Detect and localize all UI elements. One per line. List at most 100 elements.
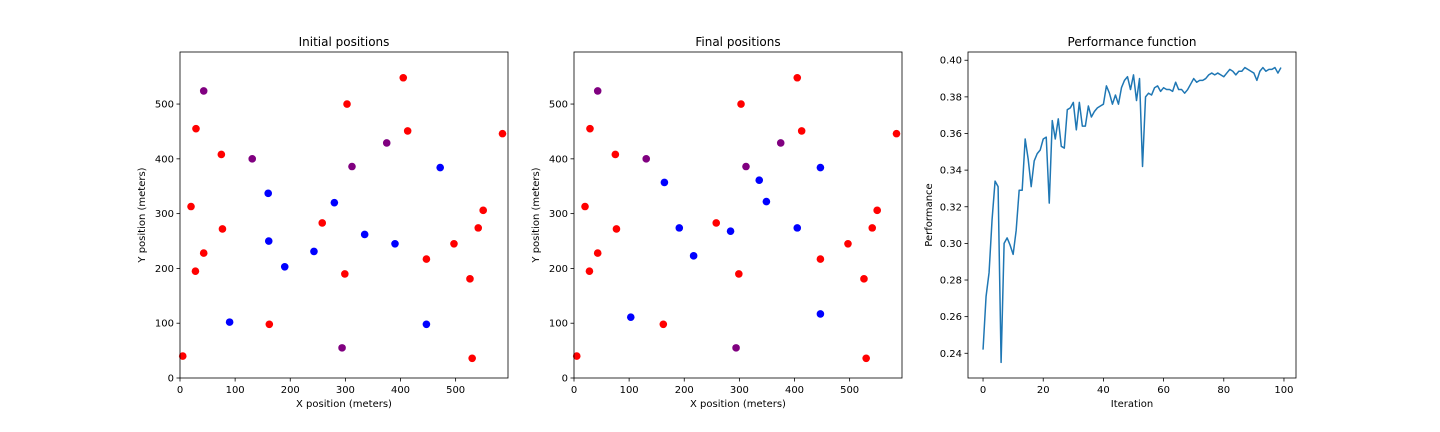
blue-point — [264, 237, 273, 245]
red-point — [468, 354, 476, 363]
red-point — [422, 255, 431, 263]
y-tick-label: 0.30 — [940, 239, 962, 250]
red-point — [466, 275, 474, 283]
red-point — [450, 239, 458, 248]
blue-point — [436, 163, 444, 172]
x-axis-label: X position (meters) — [296, 399, 392, 410]
blue-point — [675, 224, 684, 232]
red-point — [191, 267, 200, 275]
red-point — [199, 249, 208, 257]
blue-point — [391, 239, 399, 248]
x-tick-label: 40 — [1097, 385, 1110, 396]
y-tick-label: 0.24 — [940, 349, 962, 360]
performance-function-chart: Performance function Iteration Performance… — [924, 35, 1297, 410]
red-point — [187, 202, 195, 211]
blue-point — [816, 163, 825, 172]
final-positions-chart: Final positions X position (meters) Y posi… — [531, 35, 903, 410]
red-point — [873, 206, 881, 215]
blue-point — [360, 230, 369, 239]
red-point — [712, 219, 721, 227]
x-tick-label: 100 — [620, 385, 639, 396]
red-point — [399, 73, 408, 82]
y-tick-label: 0.32 — [940, 202, 962, 213]
red-point — [318, 219, 327, 227]
y-axis-label: Y position (meters) — [531, 167, 542, 263]
red-point — [403, 127, 412, 135]
y-tick-label: 200 — [549, 264, 568, 275]
y-tick-label: 400 — [155, 154, 174, 165]
blue-point — [264, 189, 273, 198]
red-point — [868, 224, 877, 232]
x-tick-label: 200 — [675, 385, 694, 396]
red-point — [816, 255, 825, 263]
x-tick-label: 20 — [1037, 385, 1050, 396]
red-point — [862, 354, 870, 363]
blue-point — [755, 176, 764, 185]
blue-point — [310, 247, 318, 256]
red-point — [611, 150, 620, 159]
x-tick-label: 100 — [226, 385, 245, 396]
blue-point — [689, 252, 698, 260]
red-point — [735, 270, 743, 278]
blue-point — [726, 227, 735, 235]
plot-frame — [179, 51, 509, 379]
blue-point — [793, 224, 802, 232]
red-point — [593, 249, 602, 257]
red-point — [217, 150, 226, 159]
chart-title: Final positions — [695, 35, 780, 49]
x-tick-label: 80 — [1217, 385, 1230, 396]
x-axis-label: X position (meters) — [690, 399, 786, 410]
x-tick-label: 300 — [336, 385, 355, 396]
initial-positions-chart: Initial positions X position (meters) Y po… — [137, 35, 509, 410]
blue-point — [225, 318, 234, 326]
red-point — [218, 225, 227, 233]
blue-point — [816, 310, 825, 318]
red-point — [572, 352, 581, 360]
chart-title: Performance function — [1068, 35, 1197, 49]
y-tick-label: 200 — [155, 264, 174, 275]
y-tick-label: 0.28 — [940, 276, 962, 287]
x-tick-label: 0 — [980, 385, 986, 396]
purple-point — [732, 344, 740, 352]
blue-point — [330, 198, 339, 207]
blue-point — [280, 262, 289, 271]
y-tick-label: 500 — [155, 100, 174, 111]
red-point — [343, 100, 351, 108]
red-point — [892, 129, 901, 138]
purple-point — [642, 155, 651, 163]
plot-frame — [967, 51, 1297, 379]
x-tick-label: 500 — [446, 385, 465, 396]
purple-point — [742, 162, 750, 171]
blue-point — [626, 313, 635, 321]
x-tick-label: 0 — [571, 385, 577, 396]
red-point — [265, 320, 274, 329]
x-tick-label: 400 — [391, 385, 410, 396]
x-tick-label: 300 — [730, 385, 749, 396]
purple-point — [248, 155, 257, 163]
red-point — [612, 225, 621, 233]
performance-line — [982, 66, 1282, 364]
red-point — [581, 202, 589, 211]
red-point — [474, 224, 483, 232]
purple-point — [348, 162, 356, 171]
y-tick-label: 100 — [155, 319, 174, 330]
y-tick-label: 0.34 — [940, 166, 962, 177]
x-tick-label: 400 — [785, 385, 804, 396]
red-point — [192, 124, 200, 133]
purple-point — [382, 139, 391, 147]
y-tick-label: 500 — [549, 100, 568, 111]
purple-point — [338, 344, 346, 352]
x-tick-label: 0 — [177, 385, 183, 396]
y-tick-label: 300 — [155, 209, 174, 220]
x-tick-label: 500 — [840, 385, 859, 396]
red-point — [793, 73, 802, 82]
x-axis-label: Iteration — [1111, 399, 1153, 410]
red-point — [737, 100, 745, 108]
blue-point — [422, 320, 431, 329]
blue-point — [660, 178, 669, 187]
blue-point — [762, 197, 771, 206]
red-point — [860, 275, 868, 283]
y-tick-label: 0.36 — [940, 129, 962, 140]
purple-point — [199, 87, 208, 95]
plot-frame — [573, 51, 903, 379]
